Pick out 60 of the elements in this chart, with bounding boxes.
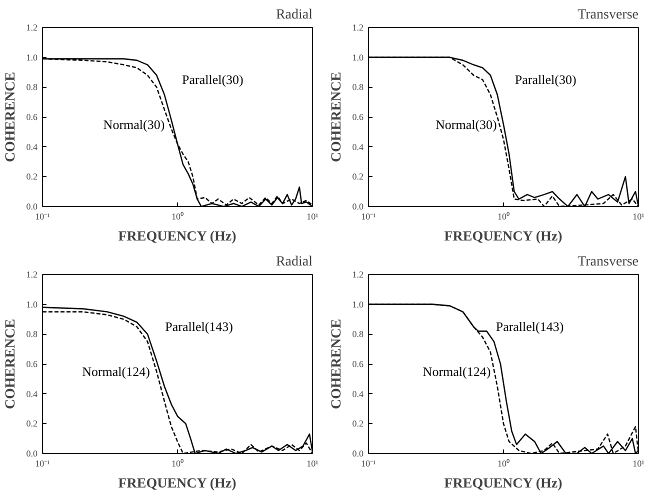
x-tick-label: 10¹ <box>306 458 319 468</box>
y-tick-label: 1.2 <box>26 22 38 32</box>
y-tick-label: 0.2 <box>26 172 38 182</box>
y-tick-label: 1.0 <box>26 299 38 310</box>
y-tick-label: 0.8 <box>26 82 38 92</box>
y-tick-label: 0.0 <box>352 202 364 212</box>
y-tick-label: 0.4 <box>352 388 364 399</box>
x-tick-label: 10⁰ <box>498 212 510 222</box>
y-tick-label: 1.0 <box>352 299 364 310</box>
y-tick-label: 1.2 <box>352 22 364 32</box>
y-tick-label: 0.8 <box>352 329 364 340</box>
series-label: Normal(30) <box>103 116 165 132</box>
y-tick-label: 1.2 <box>26 270 38 280</box>
y-tick-label: 0.4 <box>26 388 38 399</box>
y-tick-label: 0.0 <box>26 448 38 458</box>
series-label: Parallel(143) <box>496 319 564 334</box>
y-axis-title: COHERENCE <box>3 318 18 410</box>
y-tick-label: 0.4 <box>352 142 364 152</box>
chart-title: Transverse <box>578 254 638 270</box>
series-label: Parallel(30) <box>514 72 576 88</box>
x-tick-label: 10¹ <box>632 458 645 468</box>
series-label: Normal(30) <box>435 116 497 132</box>
x-axis-title: FREQUENCY (Hz) <box>118 476 237 492</box>
x-tick-label: 10⁻¹ <box>361 212 376 222</box>
chart-title: Transverse <box>578 8 638 22</box>
x-tick-label: 10¹ <box>632 212 645 222</box>
y-tick-label: 0.6 <box>26 112 38 122</box>
y-tick-label: 1.2 <box>352 270 364 280</box>
x-axis-title: FREQUENCY (Hz) <box>444 476 563 492</box>
y-tick-label: 0.8 <box>352 82 364 92</box>
y-tick-label: 0.4 <box>26 142 38 152</box>
x-tick-label: 10¹ <box>306 212 319 222</box>
x-axis-title: FREQUENCY (Hz) <box>444 230 563 244</box>
x-tick-label: 10⁻¹ <box>35 458 50 468</box>
series-label: Parallel(30) <box>182 72 244 88</box>
y-axis-title: COHERENCE <box>329 318 344 410</box>
chart-title: Radial <box>276 8 313 22</box>
y-tick-label: 0.0 <box>26 202 38 212</box>
y-tick-label: 0.2 <box>352 172 364 182</box>
y-tick-label: 0.8 <box>26 329 38 340</box>
y-axis-title: COHERENCE <box>329 72 344 162</box>
x-tick-label: 10⁻¹ <box>35 212 50 222</box>
y-tick-label: 0.0 <box>352 448 364 458</box>
x-axis-title: FREQUENCY (Hz) <box>118 230 237 244</box>
y-tick-label: 1.0 <box>352 52 364 62</box>
y-axis-title: COHERENCE <box>3 72 18 162</box>
x-tick-label: 10⁰ <box>498 458 510 468</box>
series-label: Normal(124) <box>422 364 491 379</box>
series-label: Parallel(143) <box>165 319 234 334</box>
series-label: Normal(124) <box>82 364 150 379</box>
x-tick-label: 10⁻¹ <box>361 458 376 468</box>
y-tick-label: 0.2 <box>26 418 38 429</box>
y-tick-label: 0.6 <box>26 359 38 369</box>
y-tick-label: 0.6 <box>352 359 364 369</box>
y-tick-label: 1.0 <box>26 52 38 62</box>
y-tick-label: 0.2 <box>352 418 364 429</box>
y-tick-label: 0.6 <box>352 112 364 122</box>
x-tick-label: 10⁰ <box>172 458 184 468</box>
x-tick-label: 10⁰ <box>172 212 184 222</box>
chart-title: Radial <box>276 254 313 270</box>
